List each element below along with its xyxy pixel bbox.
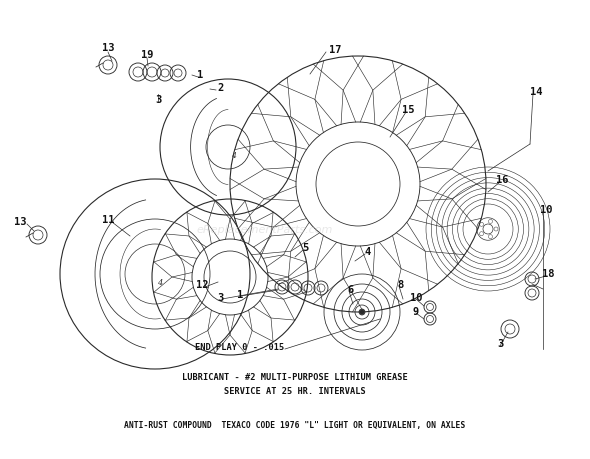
Text: 17: 17 [329, 45, 341, 55]
Circle shape [359, 310, 365, 315]
Text: 3: 3 [497, 338, 503, 348]
Text: eReplacementParts.com: eReplacementParts.com [197, 224, 333, 235]
Text: SERVICE AT 25 HR. INTERVALS: SERVICE AT 25 HR. INTERVALS [224, 386, 366, 396]
Text: 18: 18 [542, 269, 554, 279]
Text: 12: 12 [196, 280, 208, 289]
Text: 9: 9 [413, 306, 419, 316]
Text: 4: 4 [158, 279, 163, 286]
Text: 13: 13 [14, 217, 26, 226]
Text: 14: 14 [530, 87, 542, 97]
Text: LUBRICANT - #2 MULTI-PURPOSE LITHIUM GREASE: LUBRICANT - #2 MULTI-PURPOSE LITHIUM GRE… [182, 373, 408, 382]
Text: 4: 4 [231, 151, 235, 160]
Text: 4: 4 [365, 246, 371, 257]
Text: 16: 16 [496, 174, 508, 185]
Text: 8: 8 [397, 280, 403, 289]
Text: 10: 10 [409, 292, 422, 302]
Text: 19: 19 [141, 50, 153, 60]
Text: 15: 15 [402, 105, 414, 115]
Text: 10: 10 [540, 205, 552, 214]
Text: 2: 2 [217, 83, 223, 93]
Text: END PLAY 0 - .015: END PLAY 0 - .015 [195, 343, 284, 352]
Text: 1: 1 [197, 70, 203, 80]
Text: ANTI-RUST COMPOUND  TEXACO CODE 1976 "L" LIGHT OR EQUIVALENT, ON AXLES: ANTI-RUST COMPOUND TEXACO CODE 1976 "L" … [124, 420, 466, 429]
Text: 11: 11 [101, 214, 114, 224]
Circle shape [483, 224, 493, 235]
Text: 3: 3 [217, 292, 223, 302]
Text: 5: 5 [302, 242, 308, 252]
Text: 6: 6 [347, 285, 353, 294]
Text: 3: 3 [155, 95, 161, 105]
Text: 13: 13 [101, 43, 114, 53]
Text: 1: 1 [237, 289, 243, 299]
